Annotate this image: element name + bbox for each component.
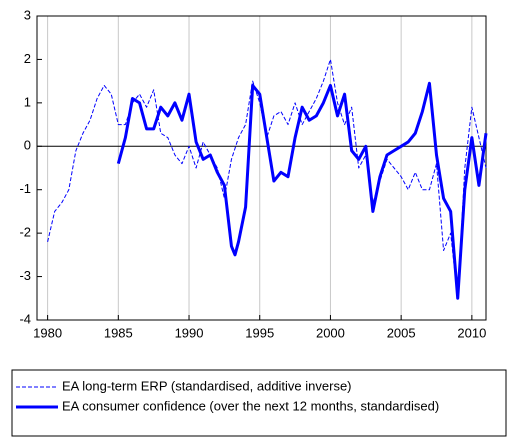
y-tick-label: 3	[24, 7, 31, 22]
y-tick-label: -2	[19, 225, 31, 240]
legend-box	[11, 369, 507, 437]
series-line	[47, 58, 487, 299]
x-tick-label: 2000	[316, 325, 345, 340]
x-tick-label: 1990	[175, 325, 204, 340]
y-tick-label: 1	[24, 94, 31, 109]
legend-label: EA consumer confidence (over the next 12…	[62, 398, 439, 413]
x-tick-label: 2005	[387, 325, 416, 340]
y-tick-label: -4	[19, 311, 31, 326]
x-tick-label: 1980	[33, 325, 62, 340]
x-tick-label: 1995	[245, 325, 274, 340]
x-tick-label: 1985	[104, 325, 133, 340]
series-line	[116, 81, 488, 300]
x-tick-label: 2010	[457, 325, 486, 340]
y-tick-label: -3	[19, 268, 31, 283]
y-tick-label: 0	[24, 138, 31, 153]
legend-label: EA long-term ERP (standardised, additive…	[62, 378, 352, 393]
y-tick-label: -1	[19, 181, 31, 196]
y-tick-label: 2	[24, 51, 31, 66]
